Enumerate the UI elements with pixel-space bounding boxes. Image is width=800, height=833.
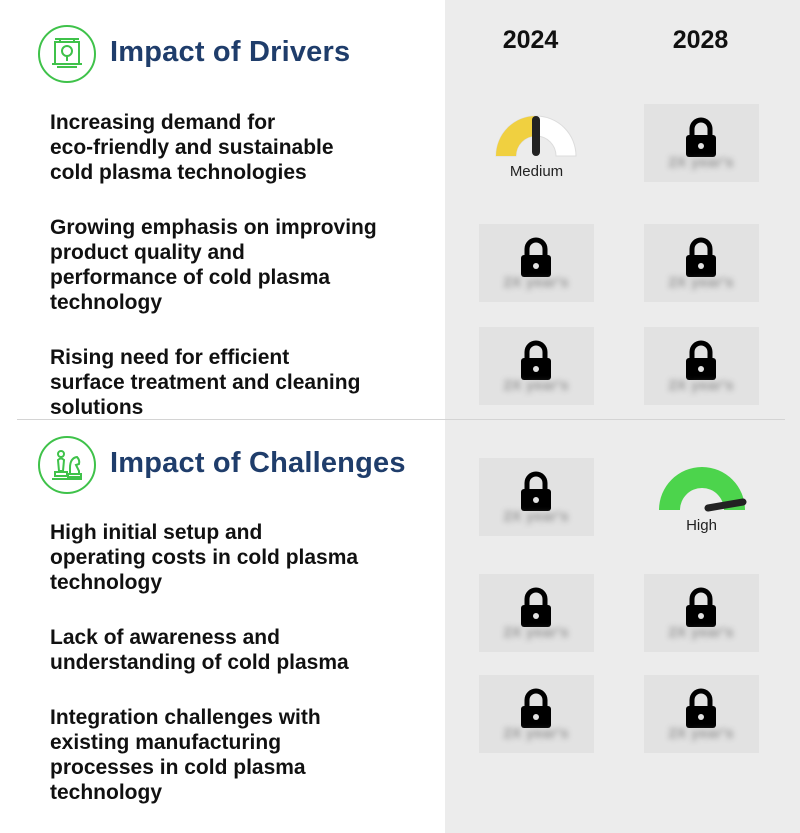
locked-placeholder: 2X year's (668, 377, 734, 394)
locked-cell-driver-2-2024[interactable]: 2X year's (479, 224, 594, 302)
locked-cell-driver-1-2028[interactable]: 2X year's (644, 104, 759, 182)
locked-placeholder: 2X year's (668, 725, 734, 742)
driver-factor-3: Rising need for efficient surface treatm… (50, 346, 361, 419)
driver-factor-2: Growing emphasis on improving product qu… (50, 216, 377, 314)
challenge-factor-2: Lack of awareness and understanding of c… (50, 626, 349, 674)
locked-cell-driver-3-2024[interactable]: 2X year's (479, 327, 594, 405)
locked-placeholder: 2X year's (668, 624, 734, 641)
locked-cell-driver-2-2028[interactable]: 2X year's (644, 224, 759, 302)
impact-gauge-challenge-1-2028: High (644, 460, 759, 540)
driver-factor-1: Increasing demand for eco-friendly and s… (50, 111, 334, 184)
section-divider (17, 419, 785, 420)
locked-placeholder: 2X year's (503, 377, 569, 394)
locked-placeholder: 2X year's (668, 274, 734, 291)
locked-cell-challenge-3-2028[interactable]: 2X year's (644, 675, 759, 753)
challenge-factor-3: Integration challenges with existing man… (50, 706, 321, 804)
locked-placeholder: 2X year's (503, 725, 569, 742)
locked-placeholder: 2X year's (503, 624, 569, 641)
drivers-section-title: Impact of Drivers (110, 36, 351, 68)
chess-pieces-icon (38, 436, 96, 494)
impact-level-label: High (686, 517, 717, 534)
locked-cell-challenge-1-2024[interactable]: 2X year's (479, 458, 594, 536)
locked-cell-challenge-2-2028[interactable]: 2X year's (644, 574, 759, 652)
year-header-2024: 2024 (502, 26, 559, 54)
locked-placeholder: 2X year's (503, 274, 569, 291)
locked-cell-challenge-2-2024[interactable]: 2X year's (479, 574, 594, 652)
locked-placeholder: 2X year's (503, 508, 569, 525)
impact-gauge-driver-1-2024: Medium (479, 106, 594, 186)
locked-cell-driver-3-2028[interactable]: 2X year's (644, 327, 759, 405)
machine-gear-icon (38, 25, 96, 83)
challenges-section-title: Impact of Challenges (110, 447, 406, 479)
locked-cell-challenge-3-2024[interactable]: 2X year's (479, 675, 594, 753)
locked-placeholder: 2X year's (668, 154, 734, 171)
challenge-factor-1: High initial setup and operating costs i… (50, 521, 359, 594)
impact-level-label: Medium (509, 163, 564, 180)
year-header-2028: 2028 (672, 26, 729, 54)
